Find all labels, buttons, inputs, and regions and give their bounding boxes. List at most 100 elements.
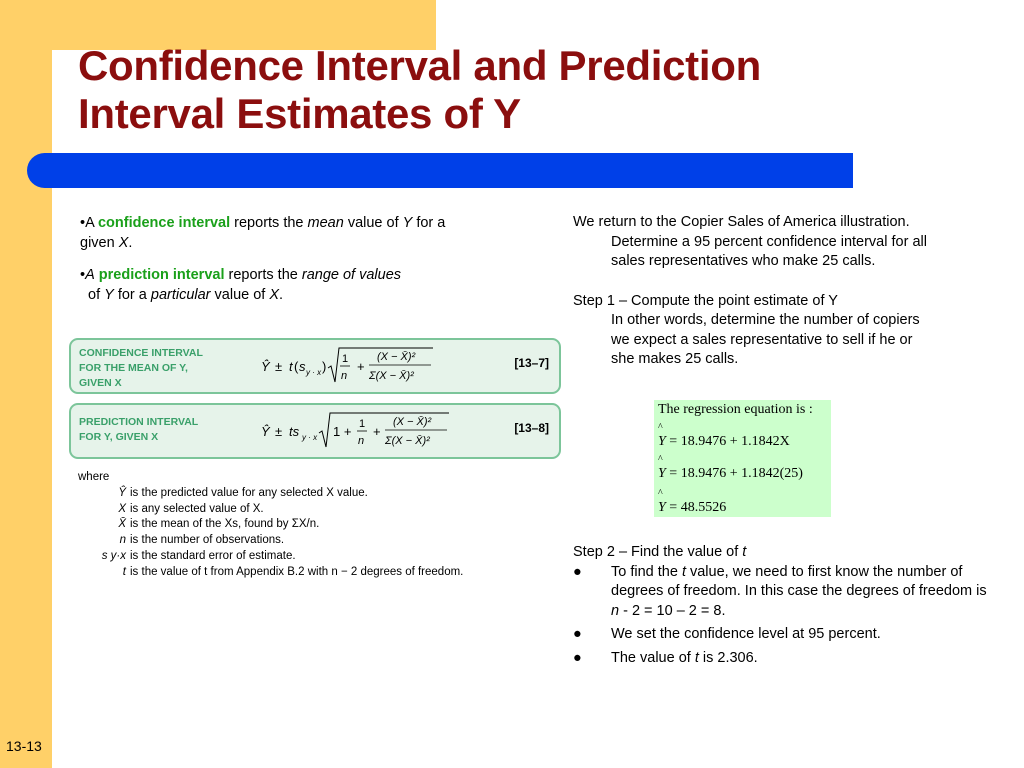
text: To find the [611, 563, 682, 580]
text: given [80, 235, 119, 251]
bullet-item: ● The value of t is 2.306. [573, 649, 993, 669]
svg-text:): ) [322, 359, 326, 374]
text: mean [307, 215, 344, 231]
symbol: n [119, 534, 126, 547]
prediction-interval-equation: Ŷ ± ts y · x 1 + 1 n + (X − X̄)² Σ(X − X… [261, 412, 449, 448]
svg-text:y · x: y · x [305, 368, 322, 377]
confidence-interval-equation: Ŷ ± t ( s y · x ) 1 n + (X − X̄)² Σ(X − … [261, 347, 433, 383]
prediction-interval-formula-box: PREDICTION INTERVAL FOR Y, GIVEN X Ŷ ± t… [69, 403, 561, 459]
svg-text:±: ± [275, 424, 282, 439]
svg-text:Σ(X − X̄)²: Σ(X − X̄)² [384, 434, 430, 447]
text: Step 2 – Find the value of [573, 544, 743, 560]
text: •A [80, 215, 98, 231]
step-1: Step 1 – Compute the point estimate of Y… [573, 292, 993, 370]
text: value of [343, 215, 403, 231]
text: = 18.9476 + 1.1842(25) [669, 466, 803, 481]
prediction-interval-label: PREDICTION INTERVAL FOR Y, GIVEN X [79, 415, 219, 445]
text: we expect a sales representative to sell… [611, 331, 913, 348]
step-2: Step 2 – Find the value of t ● To find t… [573, 543, 993, 668]
hat-icon: ^ [658, 454, 663, 465]
svg-text:+: + [357, 359, 365, 374]
bullet-text: The value of t is 2.306. [611, 649, 993, 669]
left-column: •A confidence interval reports the mean … [80, 213, 540, 317]
where-heading: where [78, 471, 110, 483]
bullet-icon: ● [573, 649, 582, 666]
text: A [85, 267, 95, 283]
text: . [128, 235, 133, 251]
text: t [694, 649, 699, 666]
right-column: We return to the Copier Sales of America… [573, 213, 993, 370]
left-accent-bar [0, 0, 52, 768]
svg-text:1: 1 [342, 353, 348, 365]
svg-text:ts: ts [289, 424, 300, 439]
equation-reference-13-8: [13–8] [514, 421, 549, 435]
definition: is any selected value of X. [130, 502, 264, 515]
svg-text:1 +: 1 + [333, 424, 351, 439]
definition: is the value of t from Appendix B.2 with… [130, 565, 464, 578]
text: value, we need to first know the number … [611, 563, 987, 600]
text: Y [402, 215, 413, 231]
symbol: X [118, 502, 126, 515]
bullet-item: ● To find the t value, we need to first … [573, 563, 993, 622]
text: Determine a 95 percent confidence interv… [611, 233, 927, 250]
text: X [118, 235, 129, 251]
definition: is the number of observations. [130, 534, 285, 547]
text: = 48.5526 [669, 500, 727, 515]
text: is 2.306. [698, 649, 758, 666]
svg-text:y · x: y · x [301, 433, 318, 442]
intro-text: We return to the Copier Sales of America… [573, 213, 993, 272]
text: Y [104, 287, 114, 303]
slide-title: Confidence Interval and Prediction Inter… [78, 42, 978, 138]
top-accent-bar [52, 0, 436, 50]
regression-line-2: ^ Y = 18.9476 + 1.1842(25) [658, 454, 803, 482]
text: t [742, 544, 747, 560]
confidence-interval-definition: •A confidence interval reports the mean … [80, 213, 540, 253]
text: In other words, determine the number of … [611, 312, 920, 328]
svg-text:1: 1 [359, 418, 365, 430]
title-line-1: Confidence Interval and Prediction [78, 42, 761, 89]
text: X [269, 287, 280, 303]
y-hat: Y [658, 434, 666, 449]
text: . [279, 287, 284, 303]
text: We return to the Copier Sales of America… [573, 214, 910, 230]
prediction-interval-definition: •A prediction interval reports the range… [80, 265, 540, 305]
text: sales representatives who make 25 calls. [611, 253, 876, 269]
step-1-heading: Step 1 – Compute the point estimate of Y [573, 292, 838, 309]
text: • [80, 267, 86, 283]
text: CONFIDENCE INTERVAL [79, 347, 203, 359]
symbol: s y·x [101, 549, 126, 562]
definition: is the mean of the Xs, found by ΣX/n. [130, 518, 320, 531]
text: t [681, 563, 686, 580]
bullet-icon: ● [573, 563, 582, 580]
y-hat: Y [658, 500, 666, 515]
text: of Y for a particular value of X. [80, 287, 283, 303]
text: reports the [224, 267, 302, 283]
definition-row: n is the number of observations. [78, 533, 463, 549]
confidence-interval-term: confidence interval [97, 215, 231, 231]
definition-row: t is the value of t from Appendix B.2 wit… [78, 565, 464, 581]
svg-text:s: s [299, 359, 306, 374]
text: n [611, 602, 620, 619]
text: of [88, 287, 105, 303]
text: value of [210, 287, 270, 303]
text: The value of [611, 649, 695, 666]
text: FOR Y, GIVEN X [79, 431, 159, 443]
step-2-heading: Step 2 – Find the value of t [573, 543, 993, 563]
text: = 18.9476 + 1.1842X [669, 434, 790, 449]
text: GIVEN X [79, 377, 122, 389]
slide-number: 13-13 [6, 738, 42, 754]
svg-text:n: n [358, 435, 364, 447]
svg-text:(X − X̄)²: (X − X̄)² [377, 350, 416, 363]
confidence-interval-label: CONFIDENCE INTERVAL FOR THE MEAN OF Y, G… [79, 346, 219, 391]
regression-equation-box: The regression equation is : ^ Y = 18.94… [654, 400, 831, 517]
regression-line-1: ^ Y = 18.9476 + 1.1842X [658, 422, 790, 450]
symbol: X̄ [118, 518, 126, 531]
hat-icon: ^ [658, 422, 663, 433]
text: particular [150, 287, 211, 303]
svg-text:Ŷ: Ŷ [261, 359, 271, 374]
svg-text:n: n [341, 370, 347, 382]
regression-title: The regression equation is : [658, 402, 813, 417]
text: - 2 = 10 – 2 = 8. [619, 602, 726, 619]
